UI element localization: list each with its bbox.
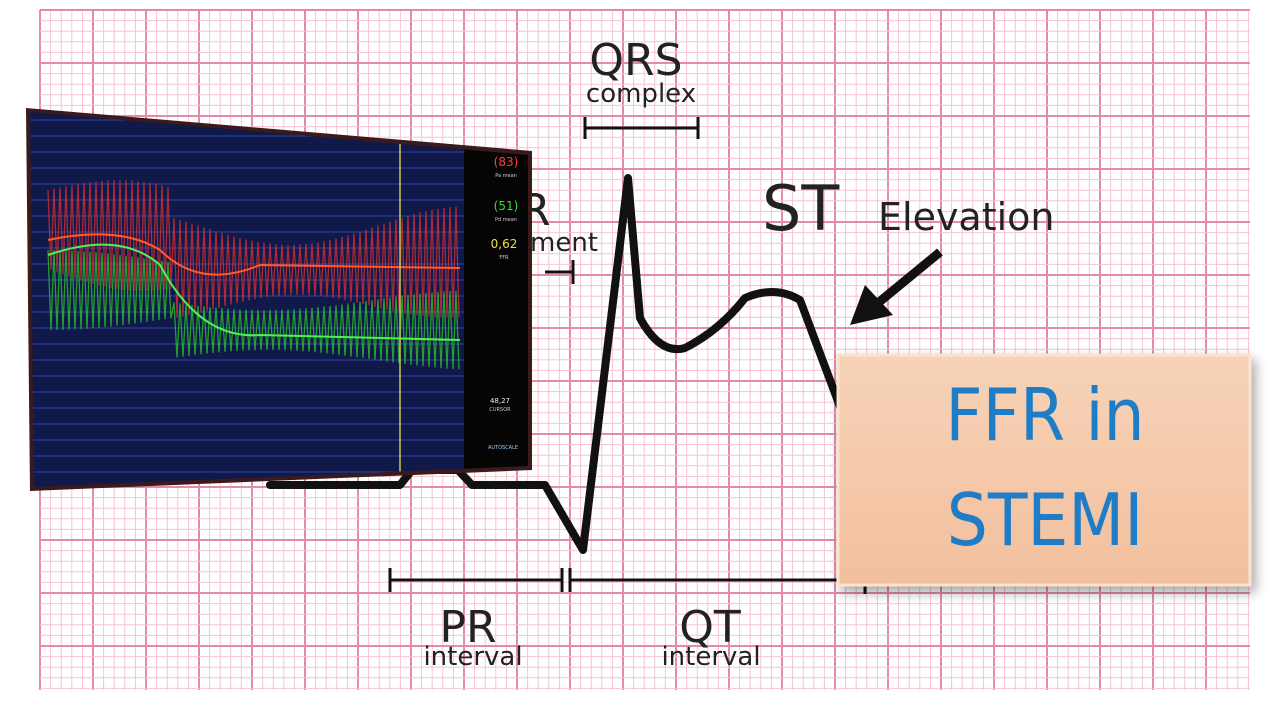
pd-trace [47, 249, 460, 370]
cursor-value: 48,27 [490, 397, 510, 405]
ffr-value: 0,62 [491, 237, 518, 251]
banner-line2: STEMI [947, 478, 1144, 562]
pd-label: Pd mean [495, 217, 517, 223]
st-subtitle: Elevation [878, 195, 1055, 239]
banner [836, 353, 1252, 587]
banner-line1: FFR in [945, 373, 1144, 457]
pd-value: (51) [494, 199, 519, 213]
arrow [850, 248, 943, 325]
interval-bars [388, 117, 867, 594]
pa-label: Pa mean [495, 173, 517, 179]
pa-mean [47, 233, 461, 276]
monitor: (83) Pa mean (51) Pd mean 0,62 FFR 48,27… [26, 108, 532, 491]
st-title: ST [762, 172, 840, 245]
autoscale: AUTOSCALE [488, 445, 518, 451]
pr-interval-subtitle: interval [423, 642, 522, 672]
ffr-label: FFR [499, 255, 509, 261]
pa-value: (83) [494, 155, 519, 169]
ecg-trace [266, 174, 874, 554]
qt-interval-title: QT [679, 602, 741, 653]
qrs-title: QRS [589, 35, 682, 86]
pr-segment-subtitle: ment [530, 228, 598, 258]
pa-trace [47, 180, 460, 318]
pd-mean [47, 243, 461, 341]
pr-interval-title: PR [439, 602, 496, 653]
cursor-label: CURSOR [489, 407, 511, 413]
qrs-subtitle: complex [586, 79, 696, 109]
qt-interval-subtitle: interval [661, 642, 760, 672]
